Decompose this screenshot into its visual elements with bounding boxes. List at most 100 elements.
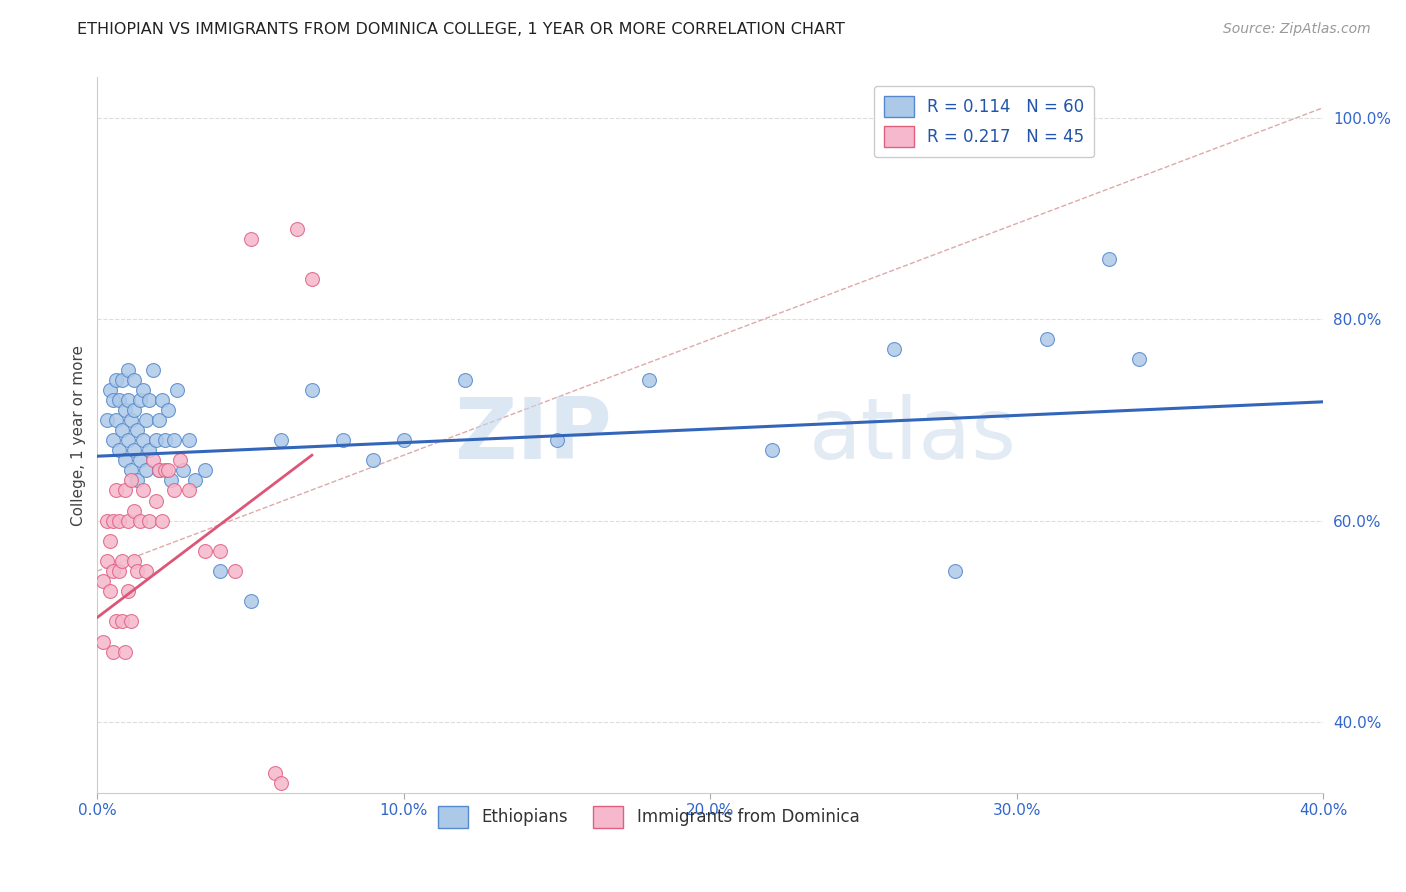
Point xyxy=(101,514,124,528)
Point xyxy=(96,514,118,528)
Point xyxy=(156,463,179,477)
Point xyxy=(98,383,121,397)
Point xyxy=(138,514,160,528)
Text: ZIP: ZIP xyxy=(454,393,612,476)
Point xyxy=(332,433,354,447)
Point xyxy=(122,402,145,417)
Point xyxy=(114,453,136,467)
Point xyxy=(107,443,129,458)
Point xyxy=(135,564,157,578)
Point xyxy=(638,373,661,387)
Text: ETHIOPIAN VS IMMIGRANTS FROM DOMINICA COLLEGE, 1 YEAR OR MORE CORRELATION CHART: ETHIOPIAN VS IMMIGRANTS FROM DOMINICA CO… xyxy=(77,22,845,37)
Point xyxy=(101,564,124,578)
Point xyxy=(135,463,157,477)
Point xyxy=(141,453,163,467)
Point xyxy=(194,544,217,558)
Point xyxy=(270,433,292,447)
Point xyxy=(111,373,134,387)
Point xyxy=(122,373,145,387)
Point xyxy=(132,433,155,447)
Legend: Ethiopians, Immigrants from Dominica: Ethiopians, Immigrants from Dominica xyxy=(432,799,866,834)
Point xyxy=(239,232,262,246)
Point xyxy=(127,423,149,437)
Point xyxy=(111,554,134,568)
Point xyxy=(135,413,157,427)
Point xyxy=(945,564,967,578)
Point xyxy=(120,463,142,477)
Point xyxy=(145,493,167,508)
Point xyxy=(122,443,145,458)
Point xyxy=(111,615,134,629)
Point xyxy=(264,765,287,780)
Point xyxy=(454,373,477,387)
Point xyxy=(148,463,170,477)
Point xyxy=(117,584,139,599)
Point xyxy=(150,514,173,528)
Point xyxy=(117,362,139,376)
Point xyxy=(150,392,173,407)
Point xyxy=(127,564,149,578)
Point xyxy=(93,634,115,648)
Point xyxy=(1036,332,1059,346)
Point xyxy=(179,483,201,498)
Point xyxy=(129,392,152,407)
Point xyxy=(148,413,170,427)
Point xyxy=(285,221,308,235)
Point xyxy=(301,383,323,397)
Point xyxy=(148,463,170,477)
Point xyxy=(208,564,231,578)
Point xyxy=(104,483,127,498)
Point xyxy=(1128,352,1150,367)
Point xyxy=(194,463,217,477)
Point xyxy=(120,615,142,629)
Point xyxy=(145,433,167,447)
Point xyxy=(163,483,186,498)
Point xyxy=(96,554,118,568)
Point xyxy=(153,463,176,477)
Point xyxy=(96,413,118,427)
Point xyxy=(138,443,160,458)
Point xyxy=(166,383,188,397)
Point xyxy=(163,433,186,447)
Point xyxy=(107,564,129,578)
Point xyxy=(114,402,136,417)
Point xyxy=(122,503,145,517)
Point xyxy=(132,383,155,397)
Point xyxy=(111,423,134,437)
Point xyxy=(361,453,384,467)
Text: Source: ZipAtlas.com: Source: ZipAtlas.com xyxy=(1223,22,1371,37)
Point xyxy=(172,463,194,477)
Point xyxy=(138,392,160,407)
Point xyxy=(883,343,905,357)
Point xyxy=(104,615,127,629)
Point xyxy=(169,453,191,467)
Point xyxy=(761,443,783,458)
Text: atlas: atlas xyxy=(808,393,1017,476)
Point xyxy=(122,554,145,568)
Point xyxy=(129,453,152,467)
Point xyxy=(184,474,207,488)
Point xyxy=(98,533,121,548)
Point xyxy=(179,433,201,447)
Point xyxy=(156,402,179,417)
Point xyxy=(129,514,152,528)
Point xyxy=(117,392,139,407)
Point xyxy=(104,413,127,427)
Point xyxy=(160,474,183,488)
Point xyxy=(107,514,129,528)
Point xyxy=(270,775,292,789)
Point xyxy=(101,433,124,447)
Point xyxy=(546,433,568,447)
Point xyxy=(141,362,163,376)
Point xyxy=(104,373,127,387)
Point xyxy=(98,584,121,599)
Point xyxy=(153,433,176,447)
Point xyxy=(301,272,323,286)
Point xyxy=(117,433,139,447)
Point xyxy=(1098,252,1121,266)
Point xyxy=(208,544,231,558)
Point xyxy=(127,474,149,488)
Point xyxy=(107,392,129,407)
Point xyxy=(239,594,262,608)
Point xyxy=(120,413,142,427)
